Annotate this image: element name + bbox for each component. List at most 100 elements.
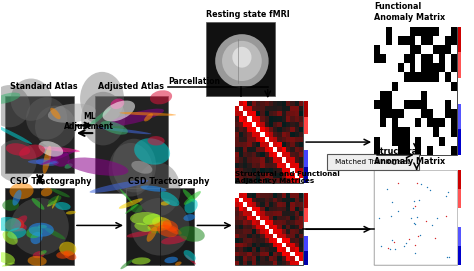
Bar [445,54,451,63]
Bar [264,220,269,225]
Ellipse shape [66,211,76,214]
Bar [235,173,239,178]
Bar [269,211,273,216]
Bar [235,132,239,137]
Ellipse shape [215,34,269,88]
Bar [304,251,308,265]
Text: Matched Training set: Matched Training set [336,159,410,165]
Bar [439,36,445,45]
Bar [252,261,256,265]
Bar [252,101,256,106]
Bar [380,137,386,146]
Bar [295,106,299,111]
Bar [273,127,277,132]
Text: Parcellation: Parcellation [168,77,220,86]
Bar [235,168,239,173]
Bar [252,252,256,256]
Bar [277,225,282,229]
Bar [295,207,299,211]
Bar [290,101,295,106]
Bar [273,147,277,152]
Bar [247,117,252,122]
Ellipse shape [47,200,57,207]
Bar [295,220,299,225]
Bar [269,247,273,252]
Bar [433,127,439,137]
Ellipse shape [144,113,153,121]
Ellipse shape [55,202,71,210]
Bar [282,220,286,225]
Ellipse shape [41,188,52,196]
Bar [235,117,239,122]
Bar [252,111,256,117]
Bar [239,122,243,127]
Bar [299,225,303,229]
Bar [269,157,273,163]
Bar [235,122,239,127]
Bar [290,225,295,229]
Bar [290,168,295,173]
Bar [260,216,264,220]
Bar [290,211,295,216]
Bar [421,137,427,146]
Bar [256,101,260,106]
Bar [386,27,392,36]
Bar [260,229,264,234]
Bar [439,63,445,72]
Bar [273,229,277,234]
Bar [433,109,439,118]
Bar [286,147,290,152]
Bar [398,109,403,118]
Bar [273,234,277,238]
Bar [273,137,277,142]
Bar [286,234,290,238]
Bar [243,101,247,106]
Bar [126,188,194,265]
Bar [290,243,295,247]
Bar [264,173,269,178]
Bar [277,132,282,137]
Bar [277,147,282,152]
Bar [282,202,286,207]
Bar [410,54,415,63]
Bar [269,173,273,178]
Ellipse shape [161,201,170,206]
Bar [264,163,269,168]
Ellipse shape [143,214,162,225]
Bar [403,27,410,36]
Bar [282,229,286,234]
Bar [286,202,290,207]
Bar [277,152,282,157]
Bar [403,82,410,91]
Bar [295,122,299,127]
Bar [295,198,299,202]
Bar [445,127,451,137]
Ellipse shape [2,231,18,245]
Bar [282,147,286,152]
Bar [304,208,308,222]
Bar [277,216,282,220]
Bar [252,178,256,183]
Bar [239,220,243,225]
Bar [235,207,239,211]
Ellipse shape [2,199,19,211]
Bar [299,243,303,247]
Bar [380,63,386,72]
Bar [235,238,239,243]
Bar [295,234,299,238]
Bar [243,211,247,216]
Bar [295,163,299,168]
Bar [458,104,462,129]
Bar [277,207,282,211]
Bar [256,256,260,261]
Bar [269,207,273,211]
Bar [286,198,290,202]
Bar [239,111,243,117]
Ellipse shape [0,85,30,127]
Bar [247,106,252,111]
Bar [374,100,380,109]
Bar [5,188,74,265]
Ellipse shape [119,112,176,116]
Bar [235,216,239,220]
Bar [273,256,277,261]
